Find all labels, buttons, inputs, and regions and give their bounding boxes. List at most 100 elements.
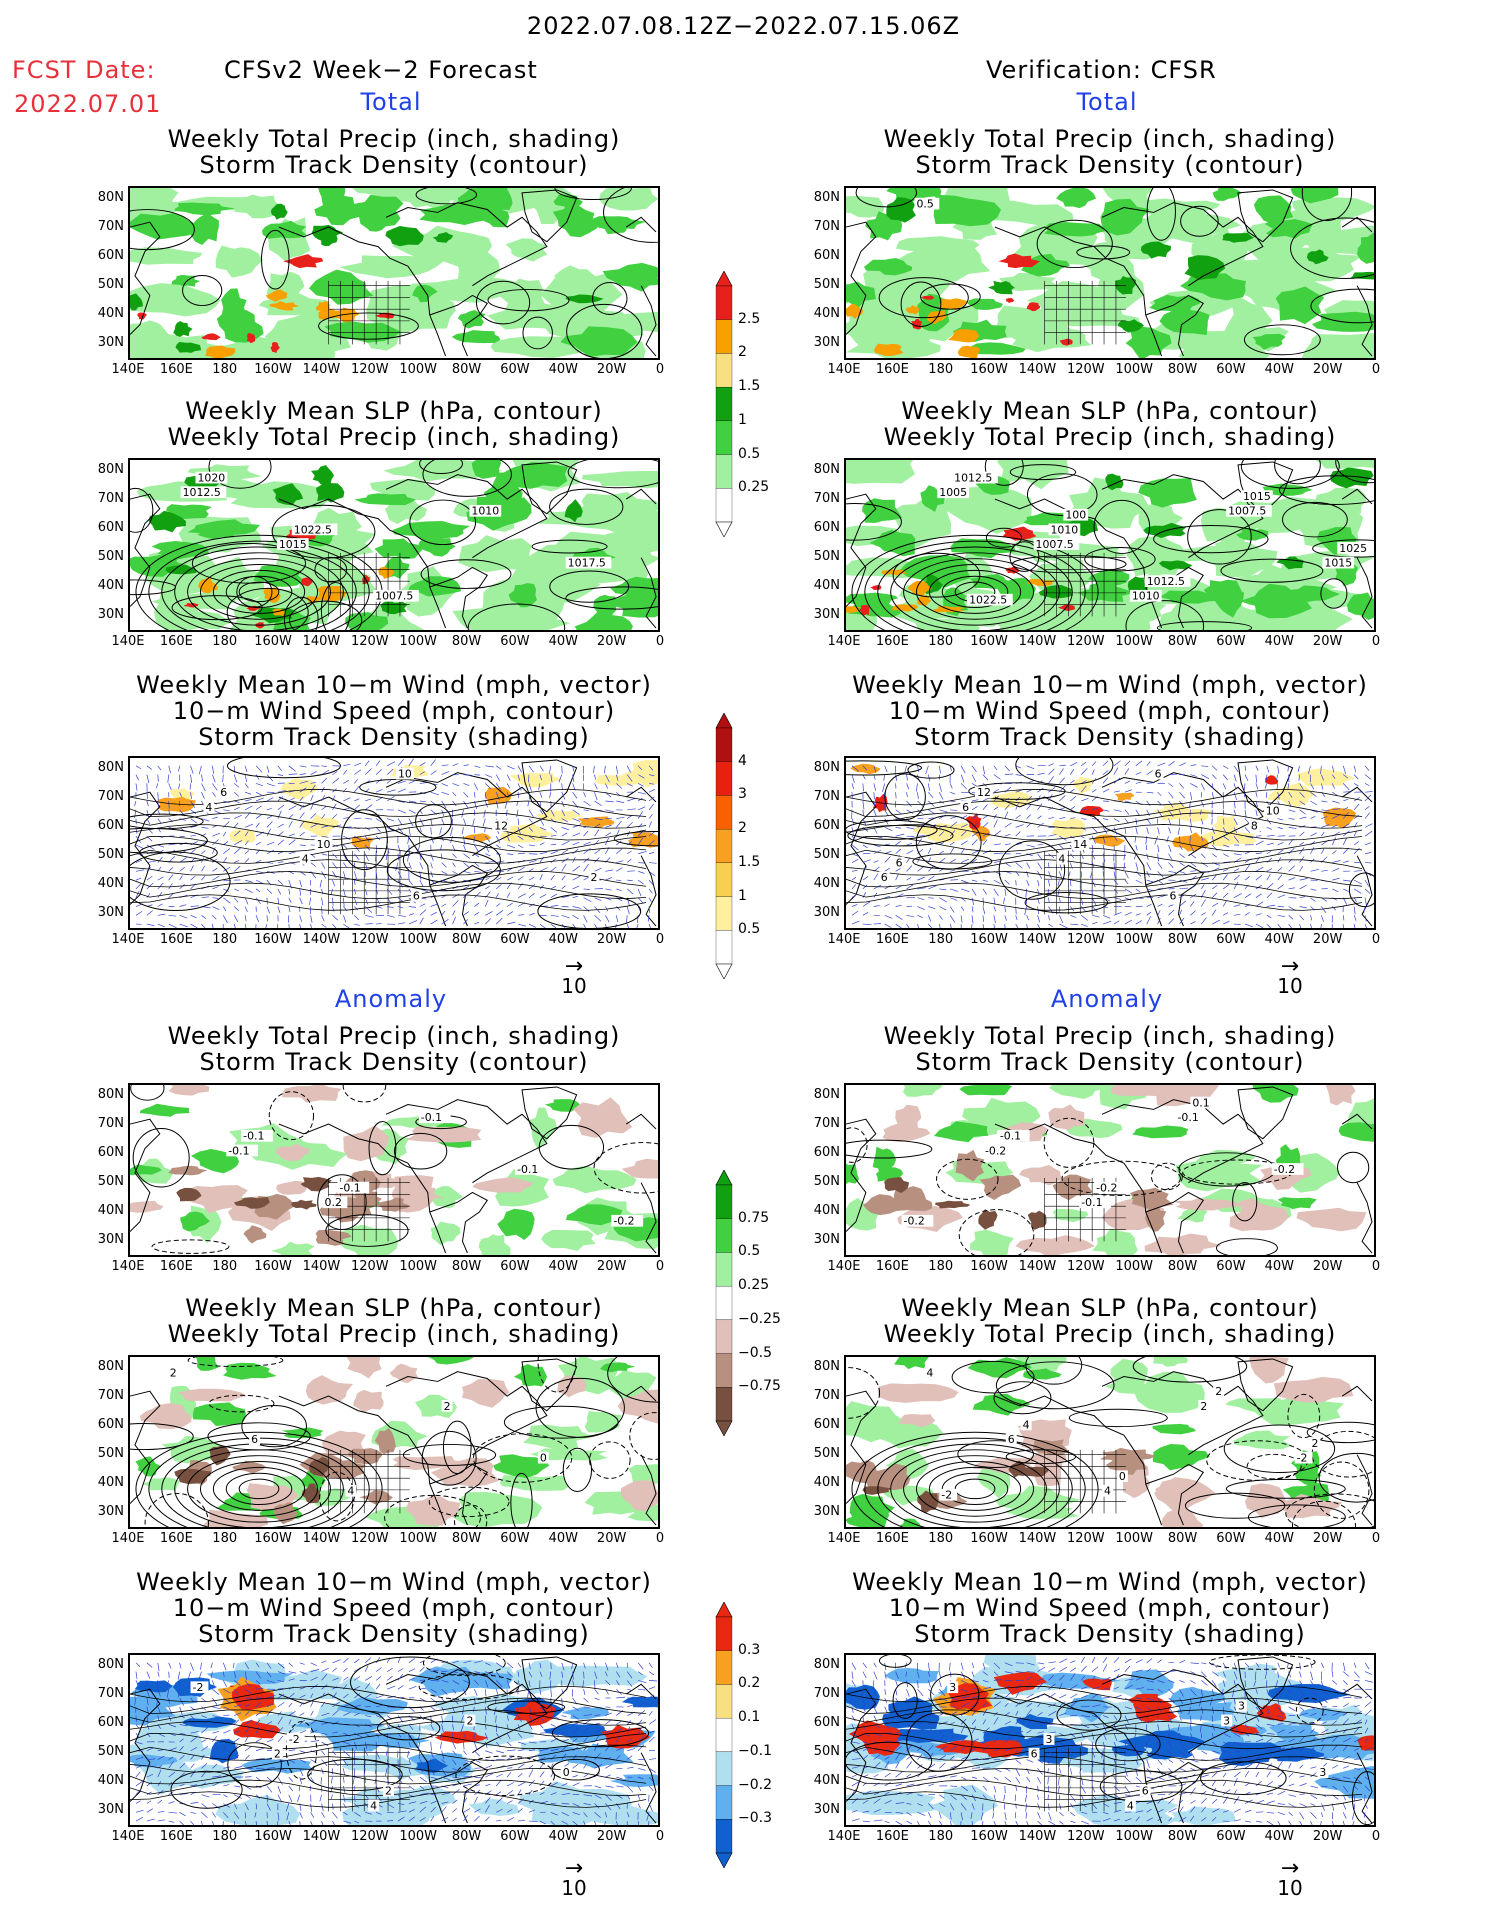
contour-label: 3 [949,1681,956,1694]
contour-label: 0.5 [916,198,933,211]
contour-label: 0.2 [325,1196,342,1209]
storm-shade [300,814,339,839]
contour-label: 0 [540,1452,547,1465]
total-heading-left: Total [360,88,422,116]
lon-tick-label: 60W [500,932,530,947]
lon-tick-label: 160W [254,932,292,947]
lon-tick-label: 0 [655,932,665,947]
contour-label-bg [1063,508,1089,521]
lat-tick-label: 50N [97,1446,124,1461]
colorbar-segment [715,285,733,320]
contour-label: 3 [1238,1700,1245,1713]
lon-tick-label: 120W [1066,634,1105,649]
contour-label: 2 [466,1714,473,1727]
lon-tick-label: 180 [212,1829,238,1844]
lat-tick-label: 60N [813,520,840,535]
contour-label: 10 [398,768,412,781]
precip-anom-shade [321,1460,367,1480]
vector-ref-fc-anom: → 10 [561,1856,587,1901]
lon-tick-label: 20W [596,634,627,649]
contour-label: 2 [274,1748,281,1761]
lon-tick-label: 0 [1371,1531,1381,1546]
lat-tick-label: 80N [97,1087,124,1102]
precip-anom-shade [389,1363,418,1384]
storm-anom-shade [1082,1678,1112,1691]
precip-anom-shade [897,1414,936,1428]
precip-shade [1143,522,1187,538]
contour-label-bg [1043,1733,1055,1745]
lon-tick-label: 160E [159,362,193,377]
colorbar-segment [715,1252,733,1287]
wind-vectors [134,758,657,928]
contour-label: -0.2 [613,1215,634,1228]
precip-shade [452,598,571,630]
lon-tick-label: 20W [596,932,627,947]
colorbar-cap [715,1420,733,1436]
precip-anom-shade [600,1369,657,1400]
contour-label: 1015 [1243,490,1271,503]
lon-tick-label: 180 [928,1829,954,1844]
contour-label-bg [893,856,905,869]
precip-shade [957,345,980,358]
lat-tick-label: 80N [813,1657,840,1672]
colorbar-segment [715,930,733,965]
lat-tick-label: 70N [97,491,124,506]
precip-anom-shade [523,1424,594,1451]
precip-anom-shade [493,1454,550,1478]
precip-anom-shade [305,1375,354,1405]
precip-anom-shade [1244,1483,1287,1519]
colorbar-segment [715,386,733,422]
contour-label: 4 [347,1485,354,1498]
lon-tick-label: 120W [350,634,389,649]
contour-lines [130,188,658,358]
precip-shade [457,247,501,291]
storm-shade [463,833,492,842]
lon-tick-label: 180 [212,634,238,649]
contour-label: -0.1 [517,1163,538,1176]
precip-shade [885,593,959,623]
storm-shade [621,760,658,788]
colorbar-segment [715,1616,733,1651]
lat-tick-label: 60N [813,1715,840,1730]
contour-label-bg [1020,1418,1032,1431]
storm-anom-shade [233,1719,281,1739]
lon-tick-label: 40W [548,932,578,947]
precip-shade [891,604,919,612]
storm-anom-shade [1016,1713,1054,1730]
lon-tick-label: 120W [350,362,389,377]
precip-anom-shade [291,1199,317,1210]
lon-tick-label: 100W [399,634,437,649]
precip-shade [995,305,1075,340]
lon-tick-label: 160E [875,634,909,649]
precip-shade [311,224,344,239]
contour-lines [855,188,1374,356]
lat-tick-label: 60N [813,248,840,263]
contour-label-bg [1236,1699,1247,1712]
contour-label-bg [314,838,333,850]
storm-anom-shade [974,1740,1023,1756]
contour-label: 4 [205,801,212,814]
contour-label-bg [167,1366,179,1379]
precip-anom-shade [461,1379,510,1408]
lat-tick-label: 60N [97,248,124,263]
precip-shade [151,540,210,560]
contour-label: 1012.5 [183,486,221,499]
lon-tick-label: 140E [827,1259,861,1274]
colorbar-segment [715,1819,733,1854]
contour-label: 10 [317,838,331,851]
anomaly-heading-left: Anomaly [334,985,448,1013]
wind-vectors [849,1656,1374,1825]
contour-label-bg [180,486,227,499]
precip-shade [318,188,346,208]
lon-tick-label: 140E [827,1531,861,1546]
precip-anom-shade [346,1357,382,1379]
lon-tick-label: 100W [1115,1531,1153,1546]
contour-label: -0.1 [1081,1196,1102,1209]
precip-anom-shade [970,1229,1015,1255]
precip-anom-shade [192,1402,246,1427]
precip-shade [301,576,314,587]
lon-tick-label: 40W [548,634,578,649]
map-plot: 1012.5 1015 1007.5 1010 1017.5 1020 1022.5 [128,458,660,632]
storm-anom-shade [215,1795,301,1825]
storm-shade [351,836,374,849]
